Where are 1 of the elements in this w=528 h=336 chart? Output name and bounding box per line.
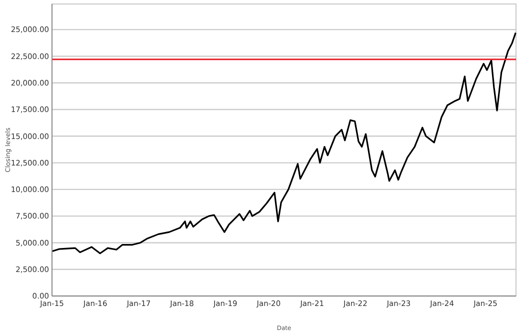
line-series (51, 32, 516, 254)
